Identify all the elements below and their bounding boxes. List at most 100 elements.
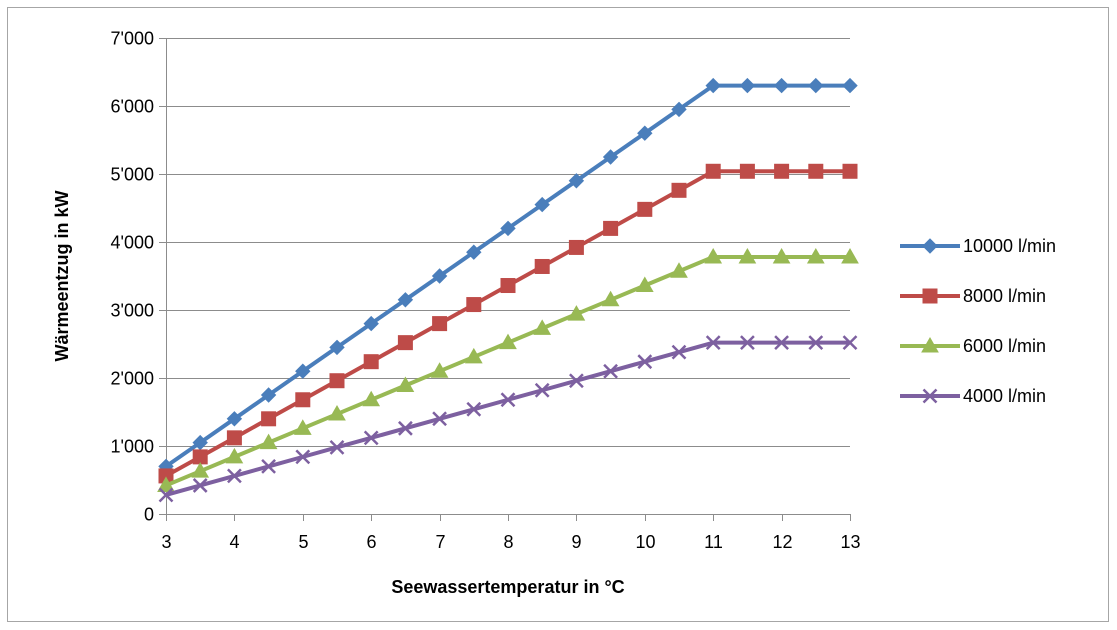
data-point-4000-l-min (705, 335, 721, 351)
data-point-6000-l-min (601, 290, 620, 307)
data-point-10000-l-min (260, 387, 277, 403)
data-point-4000-l-min (569, 373, 584, 389)
data-point-6000-l-min (772, 247, 791, 264)
data-point-8000-l-min (432, 316, 448, 332)
data-point-10000-l-min (808, 77, 824, 94)
data-point-10000-l-min (602, 149, 619, 165)
data-point-4000-l-min (158, 487, 174, 503)
data-point-6000-l-min (259, 433, 278, 450)
data-point-8000-l-min (739, 163, 755, 179)
data-point-6000-l-min (635, 276, 654, 293)
data-point-10000-l-min (568, 173, 585, 189)
data-point-10000-l-min (226, 411, 243, 427)
series-8000-l-min (158, 163, 858, 484)
data-point-10000-l-min (295, 363, 311, 379)
data-point-4000-l-min (500, 392, 516, 408)
series-10000-l-min (158, 77, 858, 475)
x-axis-title: Seewassertemperatur in °C (391, 577, 624, 597)
data-point-8000-l-min (466, 297, 482, 313)
data-point-4000-l-min (227, 468, 242, 484)
series-6000-l-min (157, 247, 859, 492)
data-point-8000-l-min (192, 449, 208, 465)
data-point-6000-l-min (191, 462, 210, 478)
data-point-6000-l-min (293, 419, 312, 435)
legend-item-4000-l-min: 4000 l/min (900, 386, 1046, 406)
data-point-6000-l-min (567, 305, 586, 321)
data-point-8000-l-min (261, 411, 277, 427)
x-tick-label: 3 (161, 532, 171, 552)
x-tick-label: 12 (772, 532, 792, 552)
series-4000-l-min (158, 335, 858, 503)
data-point-10000-l-min (397, 292, 414, 308)
data-point-6000-l-min (704, 247, 723, 264)
chart-frame (7, 7, 1109, 622)
x-tick-label: 11 (704, 532, 723, 552)
data-point-10000-l-min (842, 77, 858, 94)
data-point-4000-l-min (192, 478, 208, 493)
data-point-4000-l-min (363, 430, 379, 446)
x-tick-label: 9 (571, 532, 581, 552)
legend-swatch-marker (921, 336, 939, 353)
data-point-10000-l-min (500, 220, 516, 237)
data-point-8000-l-min (808, 163, 824, 179)
y-tick-label: 6'000 (111, 97, 154, 117)
data-point-8000-l-min (534, 258, 550, 274)
legend-swatch-marker (922, 238, 938, 254)
legend-swatch-marker (922, 288, 938, 304)
x-tick-label: 5 (298, 532, 308, 552)
data-point-4000-l-min (329, 439, 345, 455)
data-point-10000-l-min (739, 77, 756, 94)
y-tick-label: 7'000 (111, 29, 154, 49)
data-point-8000-l-min (500, 278, 516, 294)
data-point-10000-l-min (671, 101, 687, 118)
data-point-8000-l-min (842, 163, 858, 179)
data-point-10000-l-min (466, 244, 482, 260)
data-point-8000-l-min (397, 335, 413, 351)
x-tick-label: 13 (840, 532, 860, 552)
data-point-4000-l-min (842, 335, 858, 351)
y-tick-label: 3'000 (111, 301, 154, 321)
gridlines (166, 38, 850, 447)
data-point-6000-l-min (157, 476, 175, 492)
legend-label: 6000 l/min (963, 336, 1046, 356)
data-point-8000-l-min (226, 430, 242, 446)
series-group (157, 77, 859, 503)
data-point-4000-l-min (774, 335, 789, 351)
data-point-10000-l-min (534, 196, 550, 213)
data-point-4000-l-min (398, 420, 413, 436)
data-point-10000-l-min (431, 268, 448, 284)
data-point-6000-l-min (464, 347, 483, 364)
x-tick-label: 7 (435, 532, 445, 552)
data-point-6000-l-min (362, 390, 381, 407)
y-tick-label: 2'000 (111, 369, 154, 389)
data-point-6000-l-min (806, 247, 825, 264)
legend-item-10000-l-min: 10000 l/min (900, 236, 1056, 256)
y-axis-title: Wärmeentzug in kW (52, 190, 72, 361)
data-point-6000-l-min (738, 247, 757, 264)
data-point-10000-l-min (773, 77, 790, 94)
y-tick-label: 4'000 (111, 233, 154, 253)
legend-swatch-marker (922, 388, 938, 404)
y-tick-label: 5'000 (111, 165, 154, 185)
data-point-6000-l-min (499, 333, 517, 350)
data-point-6000-l-min (533, 319, 552, 335)
data-point-4000-l-min (261, 459, 276, 474)
data-point-6000-l-min (328, 405, 346, 421)
legend: 10000 l/min 8000 l/min 6000 l/min 4000 l/mi… (900, 236, 1056, 406)
data-point-4000-l-min (671, 344, 687, 360)
legend-label: 8000 l/min (963, 286, 1046, 306)
data-point-8000-l-min (705, 163, 721, 179)
data-point-4000-l-min (534, 382, 550, 398)
data-point-4000-l-min (740, 335, 755, 351)
data-point-10000-l-min (329, 339, 345, 356)
legend-item-8000-l-min: 8000 l/min (900, 286, 1046, 306)
data-point-8000-l-min (329, 373, 345, 389)
data-point-8000-l-min (774, 163, 790, 179)
legend-label: 4000 l/min (963, 386, 1046, 406)
x-tick-label: 6 (366, 532, 376, 552)
data-point-8000-l-min (637, 201, 653, 217)
data-point-4000-l-min (432, 411, 447, 427)
x-tick-label: 4 (229, 532, 239, 552)
